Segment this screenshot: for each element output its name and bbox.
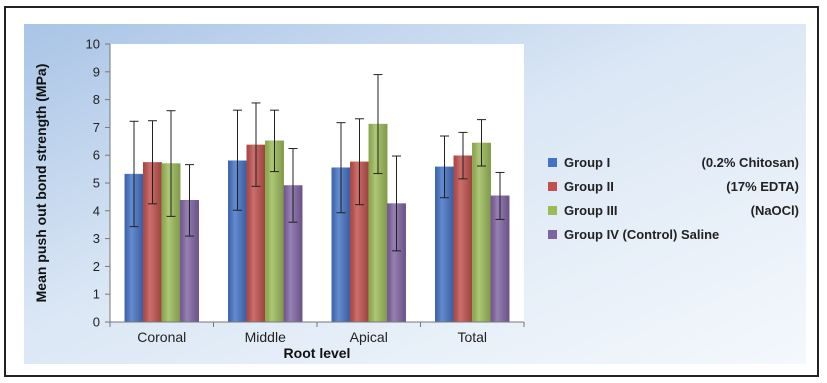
y-tick-label: 2 (93, 259, 100, 274)
bar-shading (435, 166, 454, 322)
bar-shading (265, 140, 284, 322)
legend-note: (0.2% Chitosan) (701, 155, 799, 170)
x-tick-label: Middle (245, 329, 286, 345)
bar-shading (143, 162, 162, 322)
y-tick-label: 10 (86, 37, 100, 52)
bar-shading (472, 142, 491, 322)
bar-shading (246, 144, 266, 322)
bar-shading (387, 203, 406, 322)
x-axis-title: Root level (284, 345, 351, 361)
bar-shading (368, 124, 388, 323)
bar-shading (283, 185, 303, 322)
bar-shading (453, 155, 473, 322)
legend: Group I (0.2% Chitosan) Group II (17% EDTA)… (548, 155, 799, 242)
legend-label: Group IV (Control) Saline (564, 227, 719, 242)
legend-label: Group II (564, 179, 614, 194)
y-axis-title: Mean push out bond strength (MPa) (33, 64, 49, 303)
bar-shading (490, 195, 510, 322)
y-tick-label: 7 (93, 120, 100, 135)
legend-swatch (548, 158, 557, 167)
bar-shading (124, 174, 144, 322)
y-tick-label: 3 (93, 231, 100, 246)
legend-label: Group III (564, 203, 617, 218)
y-tick-label: 5 (93, 176, 100, 191)
x-tick-label: Total (457, 329, 487, 345)
y-tick-label: 1 (93, 287, 100, 302)
legend-note: (NaOCl) (751, 203, 799, 218)
chart-frame: 0 1 2 3 4 5 6 7 8 9 10 Coronal Middle Apical Total Ro… (4, 6, 819, 377)
bar-shading (331, 167, 351, 322)
bar-shading (350, 161, 369, 322)
bar-shading (161, 163, 181, 322)
legend-note: (17% EDTA) (726, 179, 799, 194)
bar-shading (228, 160, 247, 322)
x-tick-label: Apical (350, 329, 388, 345)
y-tick-label: 0 (93, 315, 100, 330)
y-tick-label: 4 (93, 203, 100, 218)
legend-swatch (548, 206, 557, 215)
x-tick-label: Coronal (137, 329, 186, 345)
bar-shading (180, 200, 199, 322)
y-tick-label: 6 (93, 148, 100, 163)
legend-swatch (548, 230, 557, 239)
bar-chart: 0 1 2 3 4 5 6 7 8 9 10 Coronal Middle Apical Total Ro… (24, 24, 806, 364)
legend-label: Group I (564, 155, 610, 170)
legend-swatch (548, 182, 557, 191)
y-tick-label: 8 (93, 92, 100, 107)
y-tick-label: 9 (93, 64, 100, 79)
